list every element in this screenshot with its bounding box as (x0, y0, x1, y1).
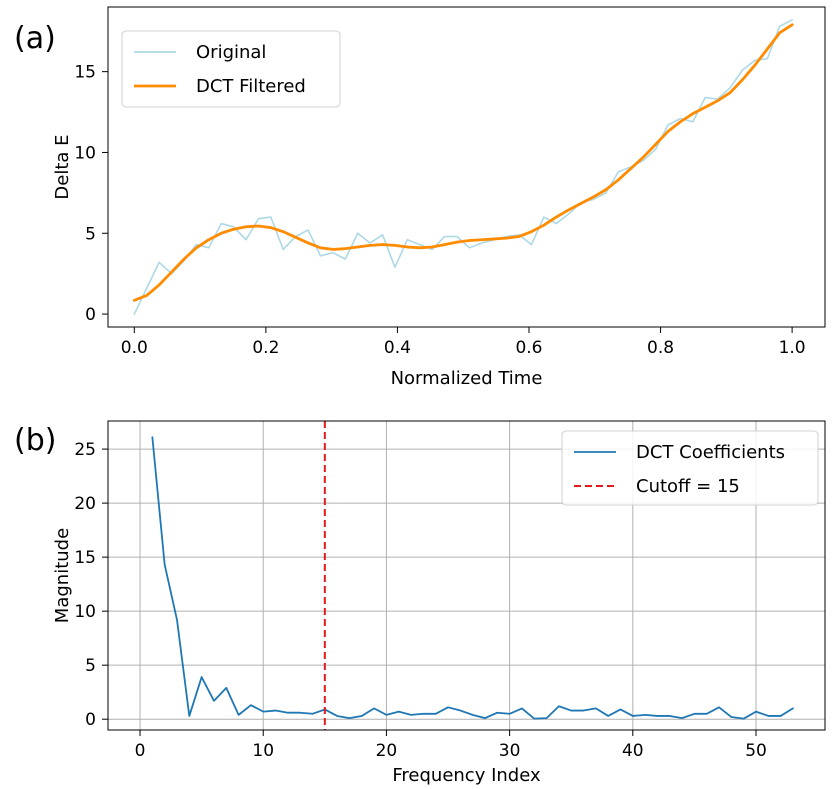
y-tick-label: 10 (74, 602, 96, 622)
y-tick-label: 10 (74, 143, 96, 163)
y-tick-label: 0 (85, 305, 96, 325)
x-tick-label: 40 (622, 741, 644, 761)
series-line-dct-coefficients (151, 436, 794, 720)
legend-box (561, 430, 819, 506)
panel-label: (a) (14, 21, 56, 56)
x-axis-label: Normalized Time (391, 368, 543, 389)
y-tick-label: 5 (85, 656, 96, 676)
legend-box (121, 30, 341, 108)
axes-frame (107, 6, 826, 328)
legend: DCT Coefficients Cutoff = 15 (561, 430, 819, 506)
x-tick-label: 1.0 (779, 338, 806, 358)
legend-label: DCT Coefficients (636, 442, 785, 463)
x-tick-label: 10 (252, 741, 274, 761)
y-tick-label: 15 (74, 63, 96, 83)
legend-label: Original (196, 42, 266, 63)
legend-label: Cutoff = 15 (636, 476, 740, 497)
y-tick-label: 20 (74, 494, 96, 514)
legend-label: DCT Filtered (196, 76, 306, 97)
plot-area (132, 19, 794, 315)
x-tick-label: 0.4 (384, 338, 411, 358)
x-tick-label: 30 (499, 741, 521, 761)
x-tick-label: 50 (745, 741, 767, 761)
x-axis-label: Frequency Index (392, 765, 541, 786)
y-axis-label: Delta E (52, 134, 73, 199)
x-tick-label: 0.8 (647, 338, 674, 358)
y-tick-label: 15 (74, 548, 96, 568)
series-line-dct-filtered (132, 23, 794, 302)
plot-area (151, 421, 794, 730)
chart-panel-1: 0 10 20 30 40 50 0 5 10 15 20 25 Frequency Index Magn… (14, 420, 826, 786)
x-tick-label: 0.0 (121, 338, 148, 358)
chart-panel-0: 0.0 0.2 0.4 0.6 0.8 1.0 0 5 10 15 Normalized Time D… (14, 6, 826, 389)
x-tick-label: 0 (135, 741, 146, 761)
y-tick-label: 5 (85, 224, 96, 244)
legend: Original DCT Filtered (121, 30, 341, 108)
x-tick-label: 0.2 (252, 338, 279, 358)
y-tick-label: 0 (85, 710, 96, 730)
axes-frame (107, 420, 826, 731)
panel-label: (b) (14, 423, 56, 458)
y-axis-label: Magnitude (52, 528, 73, 623)
y-tick-label: 25 (74, 440, 96, 460)
x-tick-label: 0.6 (515, 338, 542, 358)
x-tick-label: 20 (376, 741, 398, 761)
